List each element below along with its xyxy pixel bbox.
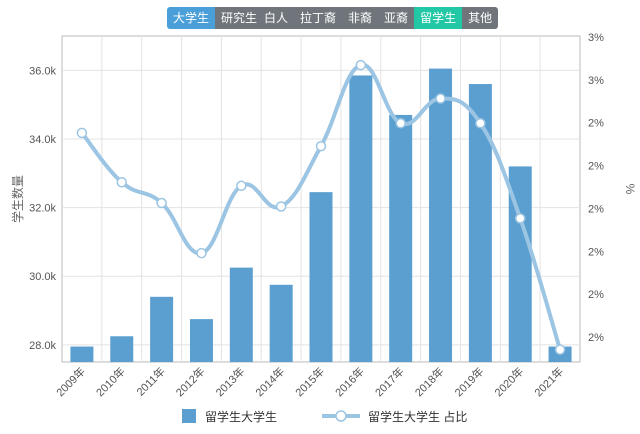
- bar: [429, 68, 453, 362]
- x-tick-label: 2016年: [332, 364, 367, 399]
- bar: [150, 296, 174, 362]
- line-point: [275, 201, 287, 212]
- line-point: [475, 117, 486, 129]
- bar: [389, 114, 413, 362]
- y-tick-label: 32.0k: [29, 203, 56, 215]
- x-tick-label: 2021年: [531, 364, 566, 399]
- race-button-4[interactable]: 留学生: [414, 7, 463, 29]
- x-tick-label: 2019年: [452, 364, 487, 399]
- line-point: [315, 140, 327, 152]
- level-filter-group: 大学生 研究生: [167, 7, 264, 29]
- y2-tick-label: 2%: [588, 289, 604, 301]
- race-button-2[interactable]: 非裔: [342, 7, 379, 29]
- legend-line-label: 留学生大学生 占比: [368, 409, 467, 424]
- line-point: [554, 344, 566, 355]
- x-tick-label: 2012年: [173, 364, 208, 399]
- legend-line-marker: [335, 410, 347, 422]
- y2-axis-title: %: [623, 184, 637, 195]
- line-point: [76, 127, 88, 139]
- bar: [110, 336, 134, 362]
- line-series: [76, 59, 566, 355]
- race-button-1[interactable]: 拉丁裔: [294, 7, 343, 29]
- x-tick-label: 2014年: [252, 364, 287, 399]
- grid-lines: [61, 35, 581, 363]
- y-axis-title: 学生数量: [10, 175, 25, 223]
- race-button-5[interactable]: 其他: [462, 7, 499, 29]
- line-point: [196, 247, 207, 259]
- bar: [309, 192, 333, 362]
- bar: [189, 319, 213, 362]
- legend-bar-label: 留学生大学生: [205, 409, 277, 424]
- x-tick-label: 2020年: [491, 364, 526, 399]
- x-tick-label: 2013年: [212, 364, 247, 399]
- legend: 留学生大学生 留学生大学生 占比: [182, 409, 467, 424]
- bar: [508, 166, 532, 362]
- y-tick-label: 28.0k: [29, 340, 56, 352]
- y2-tick-label: 3%: [588, 75, 604, 87]
- x-tick-label: 2009年: [53, 364, 88, 399]
- line-point: [156, 197, 167, 209]
- x-tick-label: 2015年: [292, 364, 327, 399]
- y2-tick-label: 2%: [588, 332, 604, 344]
- race-button-3[interactable]: 亚裔: [378, 7, 415, 29]
- y2-tick-label: 2%: [588, 246, 604, 258]
- race-filter-group: 白人 拉丁裔 非裔 亚裔 留学生 其他: [258, 7, 499, 29]
- line-point: [395, 117, 406, 129]
- bar: [269, 284, 293, 362]
- y2-tick-label: 2%: [588, 118, 604, 130]
- y-tick-label: 30.0k: [29, 271, 56, 283]
- x-tick-label: 2017年: [372, 364, 407, 399]
- y2-tick-label: 3%: [588, 32, 604, 44]
- bar-series: [70, 68, 572, 362]
- line-point: [435, 93, 446, 104]
- legend-bar-swatch: [182, 409, 196, 423]
- level-button-1[interactable]: 研究生: [215, 7, 264, 29]
- bar: [468, 84, 492, 362]
- y-tick-label: 36.0k: [29, 65, 56, 77]
- bar: [229, 267, 253, 362]
- line-point: [116, 177, 128, 188]
- line-point: [236, 180, 247, 192]
- line-path: [80, 63, 562, 351]
- line-point: [355, 59, 367, 71]
- bar: [70, 346, 94, 362]
- x-tick-label: 2010年: [93, 364, 128, 399]
- race-button-0[interactable]: 白人: [258, 7, 295, 29]
- level-button-0[interactable]: 大学生: [167, 7, 216, 29]
- y2-tick-label: 2%: [588, 203, 604, 215]
- line-point: [514, 213, 526, 224]
- x-tick-label: 2011年: [133, 364, 167, 398]
- bar: [349, 75, 373, 362]
- x-tick-label: 2018年: [412, 364, 447, 399]
- y2-tick-label: 2%: [588, 161, 604, 173]
- y-tick-label: 34.0k: [29, 134, 56, 146]
